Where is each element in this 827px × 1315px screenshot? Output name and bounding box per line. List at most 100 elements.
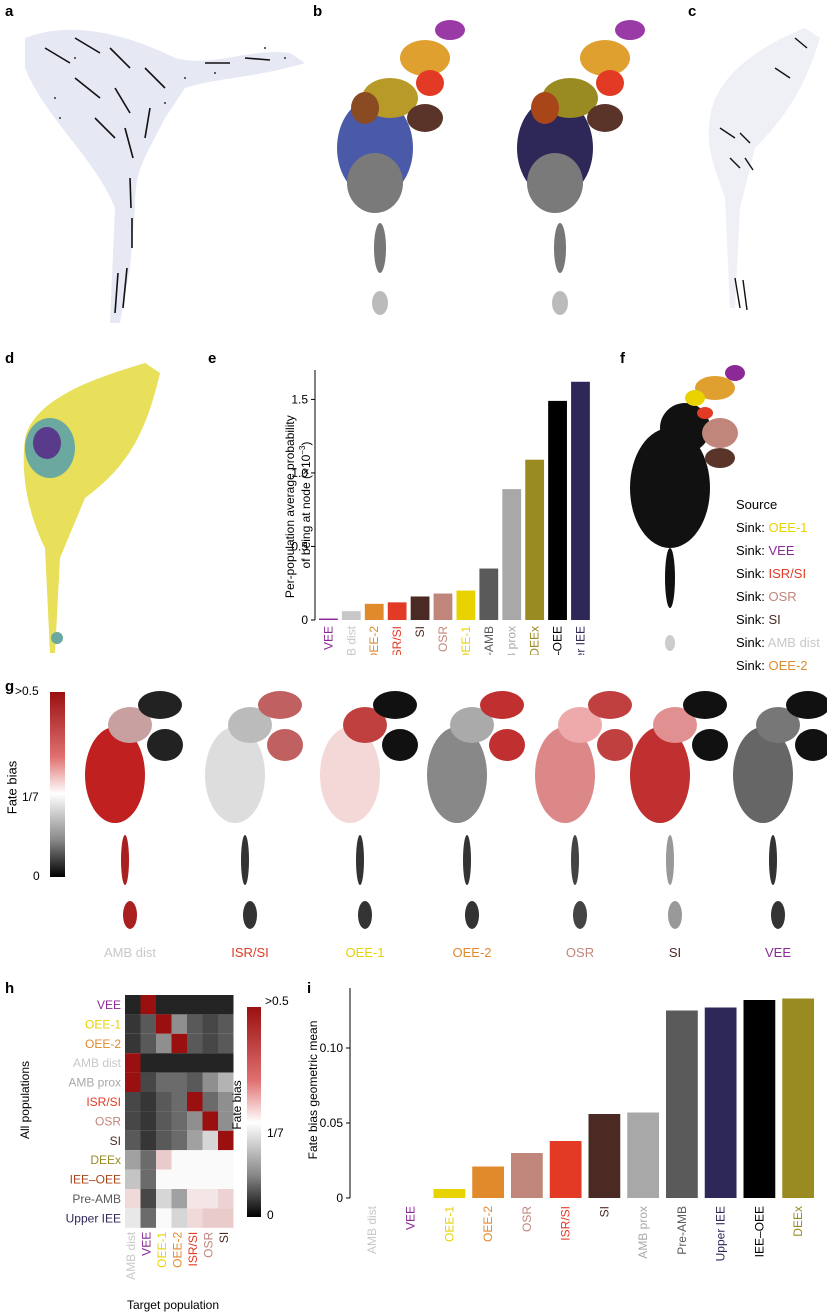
panel-h-cell xyxy=(218,1053,234,1073)
panel-label-c: c xyxy=(688,3,697,20)
panel-e-x-label: Upper IEE xyxy=(573,626,587,655)
panel-h-cell xyxy=(171,995,187,1015)
legend-row: Sink: OEE-2 xyxy=(736,654,820,677)
panel-h-cell xyxy=(202,1111,218,1131)
panel-h-row-label: DEEx xyxy=(90,1153,121,1167)
panel-i-bar-chart: Fate bias geometric mean 0 0.05 0.10 AMB d… xyxy=(306,988,815,1261)
panel-g-target-label: AMB dist xyxy=(103,945,156,960)
legend-prefix: Sink: xyxy=(736,589,769,604)
panel-h-cell xyxy=(156,1111,172,1131)
panel-h-cell xyxy=(218,1150,234,1170)
panel-i-y-tick-label: 0 xyxy=(336,1191,343,1205)
legend-prefix: Sink: xyxy=(736,520,769,535)
panel-h-cell xyxy=(156,1169,172,1189)
panel-h-cells xyxy=(125,995,234,1228)
panel-g-embedding xyxy=(427,691,525,929)
panel-c-velocity-embedding xyxy=(708,28,820,311)
panel-h-cell xyxy=(171,1053,187,1073)
embedding-b-right xyxy=(517,20,645,315)
panel-h-cell xyxy=(125,1169,141,1189)
panel-i-x-label: IEE–OEE xyxy=(752,1206,766,1257)
panel-h-cell xyxy=(171,1111,187,1131)
panel-h-cell xyxy=(187,1014,203,1034)
panel-h-cell xyxy=(187,1169,203,1189)
panel-h-cell xyxy=(156,1033,172,1054)
panel-h-cell xyxy=(171,1033,187,1054)
panel-h-cell xyxy=(218,1092,234,1112)
panel-h-cell xyxy=(156,1150,172,1170)
panel-h-cell xyxy=(156,1053,172,1073)
panel-e-bar xyxy=(364,603,384,620)
panel-e-bar xyxy=(433,593,453,620)
panel-h-cell xyxy=(140,1130,156,1151)
embedding-shape xyxy=(25,29,305,323)
panel-e-x-label: AMB dist xyxy=(344,625,358,655)
panel-g-target-label: OEE-1 xyxy=(345,945,385,960)
panel-h-cell xyxy=(171,1150,187,1170)
panel-i-bar xyxy=(472,1166,505,1198)
panel-h-row-label: OEE-1 xyxy=(85,1017,121,1031)
panel-i-x-label: ISR/SI xyxy=(559,1206,573,1241)
panel-h-cell xyxy=(218,1033,234,1054)
panel-h-col-label: ISR/SI xyxy=(186,1232,200,1267)
legend-prefix: Sink: xyxy=(736,543,769,558)
panel-h-cell xyxy=(140,1072,156,1092)
panel-h-cell xyxy=(140,1053,156,1073)
panel-i-bar xyxy=(549,1141,582,1198)
panel-h-cell xyxy=(171,1092,187,1112)
panel-e-bar xyxy=(456,590,476,620)
panel-g-colorbar-title-wrap: Fate bias xyxy=(2,720,20,820)
panel-g-target-label: OSR xyxy=(565,945,595,960)
panel-h-cell xyxy=(125,1014,141,1034)
panel-h-cell xyxy=(218,1130,234,1151)
panel-h-cell xyxy=(202,1014,218,1034)
panel-e-x-label: OSR xyxy=(436,626,450,652)
panel-h-cell xyxy=(125,1189,141,1209)
panel-h-cell xyxy=(218,1111,234,1131)
panel-h-cell xyxy=(140,1189,156,1209)
panel-e-bar xyxy=(502,489,522,620)
panel-h-ylabel: All populations xyxy=(18,1061,32,1139)
panel-h-cell xyxy=(140,1111,156,1131)
legend-label: AMB dist xyxy=(767,635,820,650)
panel-h-cell xyxy=(202,1208,218,1228)
panel-h-cell xyxy=(218,1014,234,1034)
panel-e-x-label: SI xyxy=(413,626,427,637)
legend-label: OEE-1 xyxy=(768,520,808,535)
panel-e-bar xyxy=(387,602,407,620)
panel-i-x-label: SI xyxy=(597,1206,611,1217)
panel-f-source-sink-embedding xyxy=(630,365,745,651)
panel-h-cell xyxy=(187,1092,203,1112)
panel-b-cluster-embeddings xyxy=(337,20,645,315)
panel-h-cell xyxy=(202,1092,218,1112)
panel-h-col-label: VEE xyxy=(140,1232,154,1256)
panel-h-row-label: Upper IEE xyxy=(66,1211,121,1225)
panel-h-cell xyxy=(140,1014,156,1034)
panel-g-embedding xyxy=(630,691,728,929)
panel-h-cell xyxy=(156,1189,172,1209)
panel-h-cell xyxy=(125,995,141,1015)
panel-i-bar xyxy=(627,1112,660,1198)
legend-row: Sink: VEE xyxy=(736,539,820,562)
panel-h-cell xyxy=(125,1092,141,1112)
panel-g-target-label: OEE-2 xyxy=(452,945,492,960)
panel-h-cell xyxy=(218,1169,234,1189)
panel-g-target-label: ISR/SI xyxy=(231,945,269,960)
legend-row: Sink: AMB dist xyxy=(736,631,820,654)
panel-h-row-label: SI xyxy=(110,1134,121,1148)
panel-i-y-tick-label: 0.10 xyxy=(320,1041,344,1055)
panel-g-embedding xyxy=(205,691,303,929)
panel-i-x-label: AMB dist xyxy=(365,1205,379,1254)
embedding-b-left xyxy=(337,20,465,315)
panel-a-velocity-embedding xyxy=(25,29,305,323)
panel-i-x-label: DEEx xyxy=(791,1206,805,1237)
panel-h-col-label: OEE-2 xyxy=(171,1231,185,1267)
panel-h-col-label: OEE-1 xyxy=(155,1231,169,1267)
panel-e-bar xyxy=(341,611,361,620)
panel-h-cell xyxy=(202,1033,218,1054)
panel-h-cell xyxy=(140,1092,156,1112)
panel-i-bar xyxy=(743,1000,776,1198)
panel-h-cell xyxy=(187,1150,203,1170)
panel-h-cell xyxy=(171,1169,187,1189)
